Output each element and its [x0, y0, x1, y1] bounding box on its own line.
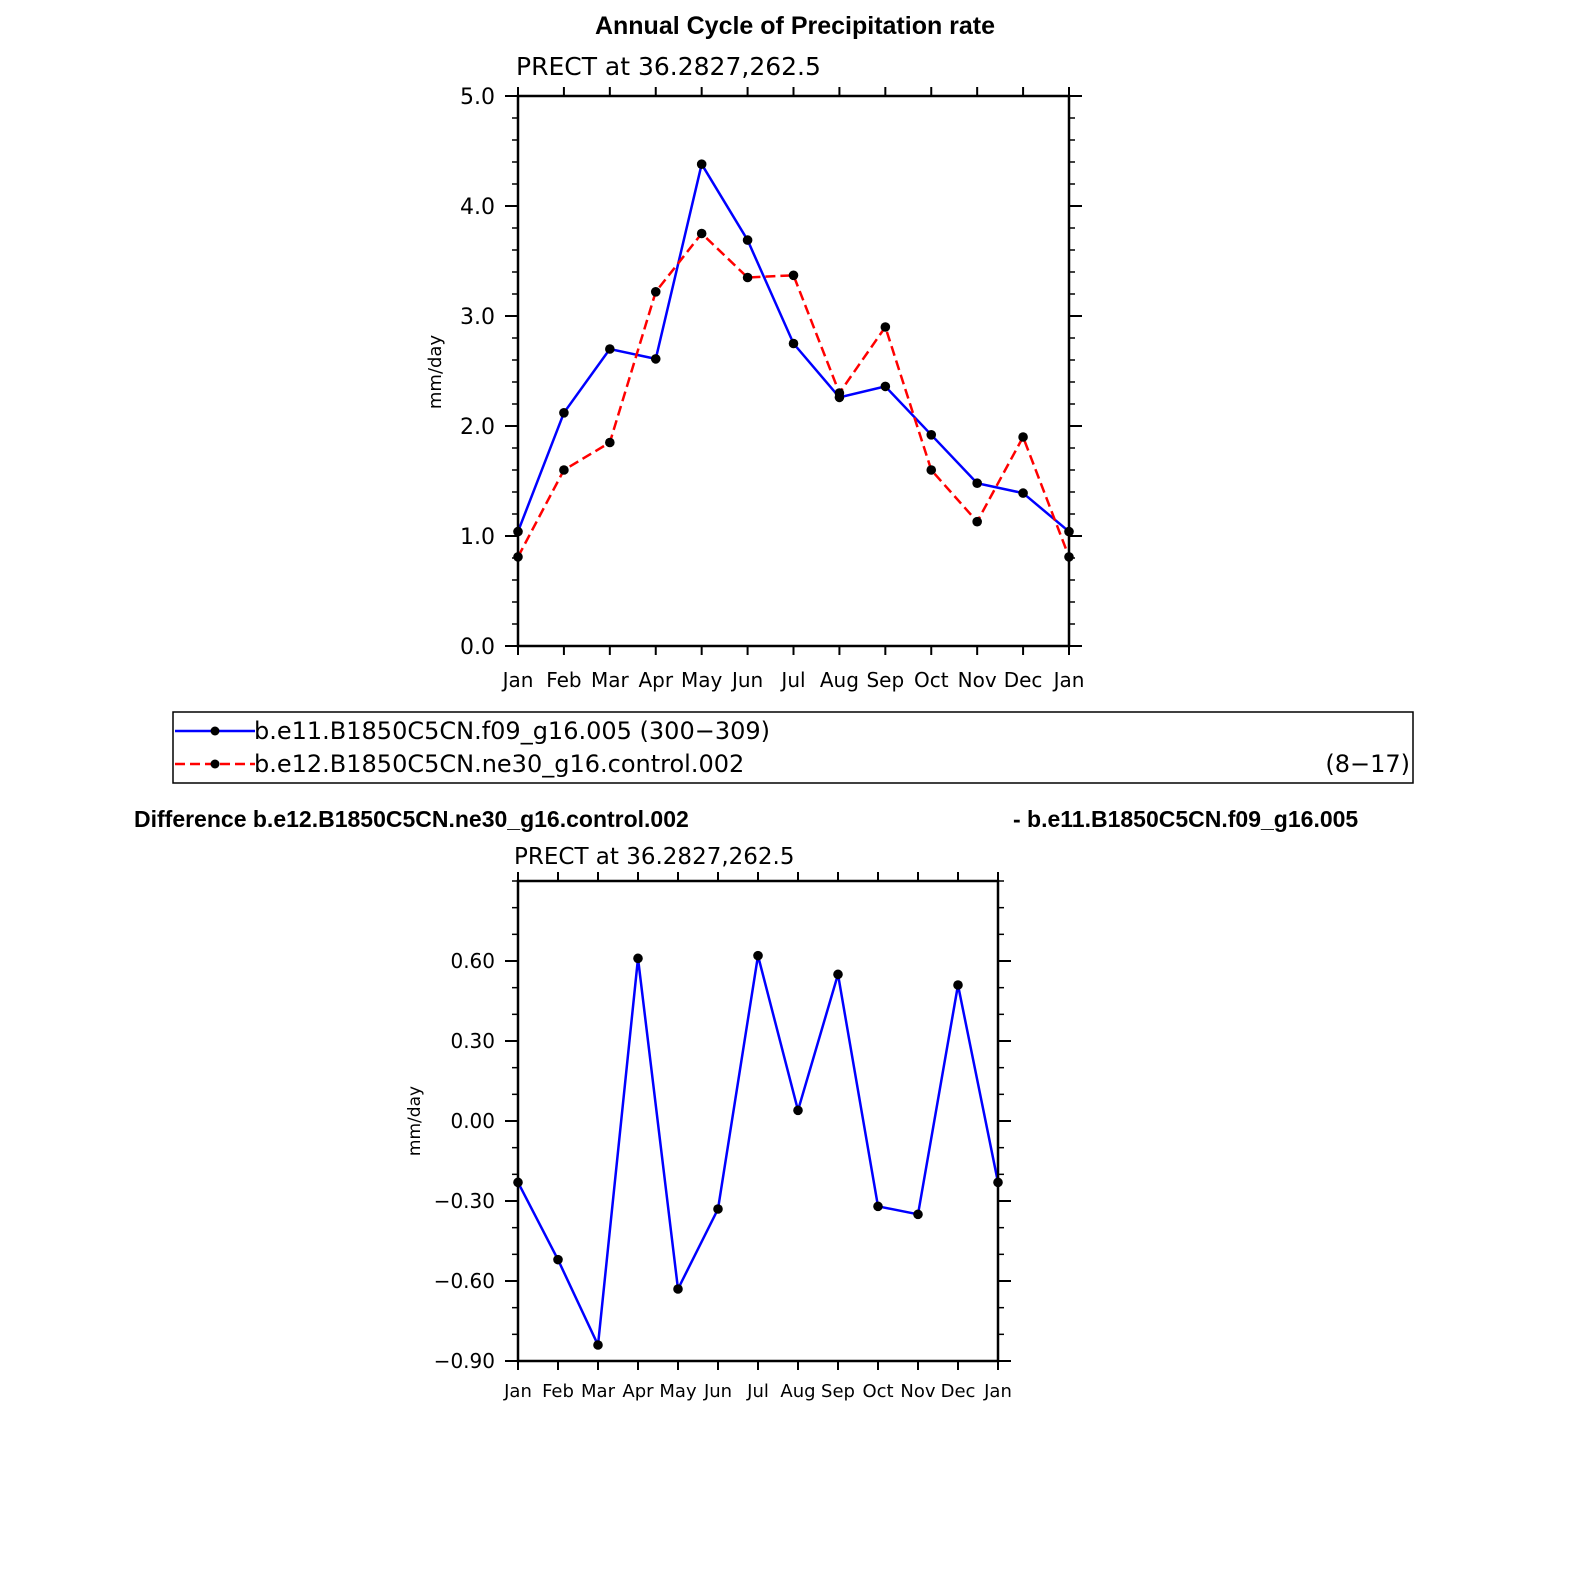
- annual-cycle-series-1-point: [742, 272, 753, 283]
- difference-ytick-label: −0.60: [434, 1269, 495, 1293]
- difference-xtick-label: Jan: [983, 1381, 1012, 1402]
- difference-series-0-point: [833, 969, 843, 980]
- difference-xtick-label: Nov: [900, 1381, 935, 1402]
- difference-chart: PRECT at 36.2827,262.5 mm/day Jan Feb Mar A…: [405, 844, 1012, 1402]
- annual-cycle-series-1-point: [972, 516, 982, 527]
- annual-cycle-series-1-point: [834, 388, 845, 398]
- annual-cycle-series-0-point: [742, 235, 753, 245]
- difference-series-0-point: [753, 950, 763, 961]
- legend-label-control-f09: b.e11.B1850C5CN.f09_g16.005 (300−309): [254, 717, 770, 745]
- annual-cycle-series-0-point: [788, 338, 799, 349]
- difference-xtick-label: Dec: [941, 1381, 976, 1402]
- annual-cycle-series-1-point: [880, 322, 891, 332]
- annual-cycle-xtick-label: Jun: [730, 668, 763, 692]
- difference-xtick-label: Jul: [746, 1381, 769, 1402]
- difference-plot-frame: [516, 879, 1000, 1363]
- annual-cycle-ytick-label: 0.0: [460, 635, 495, 660]
- annual-cycle-xtick-label: Sep: [866, 668, 904, 692]
- annual-cycle-series-0-point: [605, 344, 615, 354]
- legend-label-ne30: b.e12.B1850C5CN.ne30_g16.control.002: [254, 750, 744, 778]
- annual-cycle-series-0-point: [880, 381, 891, 392]
- difference-xtick-label: Feb: [542, 1381, 574, 1402]
- difference-xtick-label: Mar: [581, 1381, 616, 1402]
- annual-cycle-xtick-label: Jul: [779, 668, 805, 692]
- difference-series-0-point: [553, 1254, 563, 1265]
- difference-title-right: - b.e11.B1850C5CN.f09_g16.005: [1013, 806, 1358, 832]
- annual-cycle-xtick-label: Nov: [958, 668, 997, 692]
- annual-cycle-plot-frame: [516, 94, 1071, 648]
- difference-ytick-label: 0.60: [450, 949, 495, 973]
- annual-cycle-chart: PRECT at 36.2827,262.5 mm/day Jan Feb Mar A…: [425, 52, 1084, 692]
- annual-cycle-xtick-label: May: [681, 668, 723, 692]
- annual-cycle-series-0-point: [696, 159, 707, 169]
- annual-cycle-subtitle: PRECT at 36.2827,262.5: [516, 52, 821, 81]
- difference-ytick-label: 0.00: [450, 1109, 495, 1133]
- annual-cycle-xtick-label: Dec: [1004, 668, 1043, 692]
- annual-cycle-series-0-point: [559, 408, 569, 418]
- annual-cycle-series-1-point: [605, 437, 615, 448]
- annual-cycle-xtick-label: Oct: [914, 668, 949, 692]
- legend: b.e11.B1850C5CN.f09_g16.005 (300−309) b.…: [172, 711, 1414, 784]
- annual-cycle-xtick-label: Aug: [820, 668, 859, 692]
- annual-cycle-ytick-label: 1.0: [460, 525, 495, 550]
- legend-label-ne30-years: (8−17): [1325, 750, 1410, 778]
- annual-cycle-series-0-point: [1018, 488, 1028, 498]
- annual-cycle-series-1-point: [696, 228, 707, 239]
- difference-xtick-label: Aug: [780, 1381, 815, 1402]
- annual-cycle-series-0-point: [926, 430, 937, 440]
- annual-cycle-xtick-label: Feb: [546, 668, 581, 692]
- difference-subtitle: PRECT at 36.2827,262.5: [514, 844, 795, 870]
- difference-ylabel: mm/day: [405, 1086, 425, 1156]
- annual-cycle-xtick-label: Jan: [1052, 668, 1085, 692]
- annual-cycle-series-0-point: [972, 478, 982, 489]
- difference-ytick-label: 0.30: [450, 1029, 495, 1053]
- legend-swatch-red-marker: [210, 759, 220, 769]
- legend-box: [172, 711, 1414, 784]
- difference-ytick-label: −0.90: [434, 1349, 495, 1373]
- figure-title: Annual Cycle of Precipitation rate: [595, 12, 995, 40]
- annual-cycle-ytick-label: 3.0: [460, 305, 495, 330]
- annual-cycle-series-0-point: [650, 354, 661, 364]
- annual-cycle-series-1-point: [926, 465, 937, 475]
- difference-series-0-point: [673, 1284, 683, 1294]
- annual-cycle-series-1-point: [559, 465, 569, 475]
- difference-xtick-label: Jan: [503, 1381, 532, 1402]
- difference-xtick-label: Sep: [821, 1381, 855, 1402]
- difference-xtick-label: May: [659, 1381, 697, 1402]
- legend-entry-control-f09: b.e11.B1850C5CN.f09_g16.005 (300−309): [175, 717, 770, 745]
- annual-cycle-xtick-label: Mar: [591, 668, 630, 692]
- difference-series-line-0: [516, 955, 1000, 1350]
- annual-cycle-ytick-label: 2.0: [460, 415, 495, 440]
- difference-series-0-point: [713, 1204, 723, 1214]
- difference-series-0-point: [873, 1201, 883, 1212]
- annual-cycle-series-1-point: [1018, 432, 1028, 442]
- annual-cycle-series-1-point: [650, 287, 661, 297]
- annual-cycle-series-line-1: [516, 231, 1071, 558]
- difference-title-left: Difference b.e12.B1850C5CN.ne30_g16.cont…: [134, 806, 689, 832]
- annual-cycle-series-1-point: [788, 270, 799, 281]
- difference-xtick-label: Oct: [862, 1381, 893, 1402]
- difference-xtick-label: Apr: [622, 1381, 654, 1402]
- annual-cycle-ylabel: mm/day: [425, 335, 446, 410]
- difference-series-0-point: [793, 1105, 803, 1116]
- difference-xtick-label: Jun: [703, 1381, 732, 1402]
- legend-entry-ne30: b.e12.B1850C5CN.ne30_g16.control.002 (8−…: [175, 750, 1410, 778]
- annual-cycle-ytick-label: 4.0: [460, 195, 495, 220]
- annual-cycle-xtick-label: Jan: [501, 668, 534, 692]
- difference-ytick-label: −0.30: [434, 1189, 495, 1213]
- legend-swatch-blue-marker: [210, 726, 220, 736]
- difference-series-0-point: [913, 1209, 923, 1220]
- difference-series-0-point: [633, 953, 643, 964]
- annual-cycle-ytick-label: 5.0: [460, 85, 495, 110]
- difference-series-0-point: [953, 980, 963, 990]
- difference-series-0-point: [593, 1340, 603, 1350]
- annual-cycle-xtick-label: Apr: [638, 668, 673, 692]
